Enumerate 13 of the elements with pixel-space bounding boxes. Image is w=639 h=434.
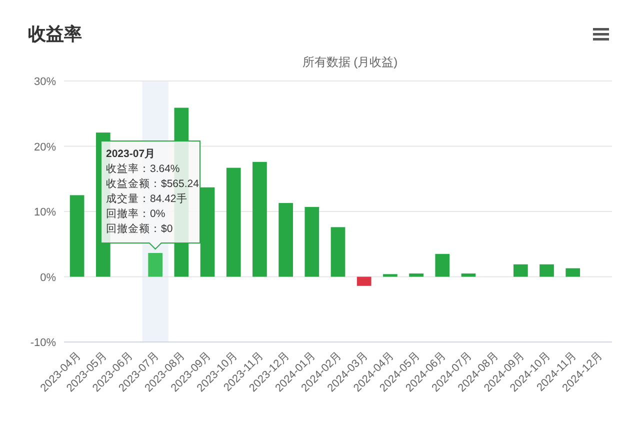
annotation: 成交量：84.42手 [106, 192, 188, 205]
annotation: 收益率：3.64% [106, 162, 180, 175]
y-tick-label: -10% [30, 337, 56, 349]
annotation: 回撤金额：$0 [106, 222, 173, 235]
annotation: 回撤率：0% [106, 207, 166, 220]
annotation: 2023-07月 [106, 148, 156, 160]
y-tick-label: 20% [34, 141, 56, 154]
y-tick-label: 10% [34, 206, 56, 218]
chart-title: 收益率 [28, 24, 82, 44]
y-tick-label: 30% [34, 76, 56, 88]
y-tick-label: 0% [40, 272, 56, 284]
annotation: 收益金额：$565.24 [106, 177, 200, 190]
chart-subtitle: 所有数据 (月收益) [302, 55, 398, 69]
